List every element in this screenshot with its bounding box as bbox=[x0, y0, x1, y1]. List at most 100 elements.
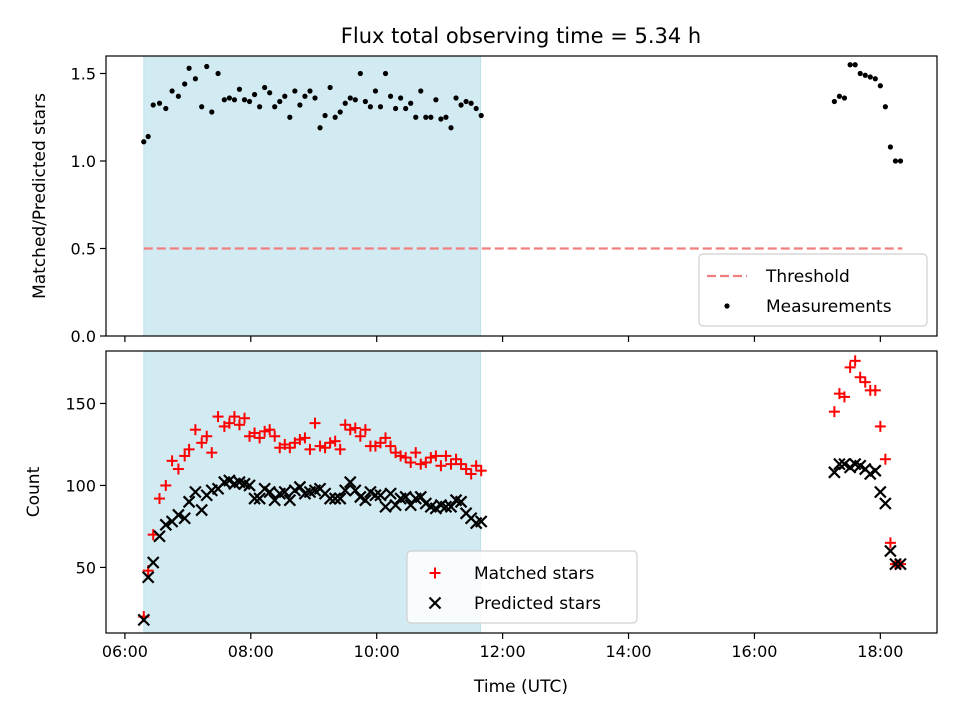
data-point bbox=[445, 458, 457, 470]
data-point bbox=[372, 88, 379, 94]
data-point bbox=[302, 93, 308, 99]
data-point bbox=[403, 105, 409, 112]
data-point bbox=[357, 70, 363, 77]
data-point bbox=[269, 430, 281, 442]
data-point bbox=[874, 420, 886, 432]
data-point bbox=[231, 97, 238, 103]
y-axis-label: Count bbox=[24, 466, 44, 517]
ratio-plot-area bbox=[141, 62, 904, 250]
data-point bbox=[352, 97, 358, 103]
y-tick-label: 50 bbox=[76, 558, 96, 577]
data-point bbox=[428, 114, 434, 120]
chart-title: Flux total observing time = 5.34 h bbox=[341, 24, 701, 48]
data-point bbox=[889, 557, 902, 571]
data-point bbox=[367, 104, 374, 110]
x-tick-label: 06:00 bbox=[102, 642, 148, 661]
data-point bbox=[354, 430, 366, 442]
data-point bbox=[166, 455, 178, 467]
data-point bbox=[874, 485, 887, 499]
data-point bbox=[253, 492, 266, 505]
data-point bbox=[382, 70, 389, 77]
data-point bbox=[239, 412, 250, 424]
data-point bbox=[894, 557, 907, 571]
data-point bbox=[178, 511, 191, 525]
y-tick-label: 1.5 bbox=[71, 65, 96, 84]
data-point bbox=[425, 452, 437, 464]
data-point bbox=[294, 434, 306, 446]
data-point bbox=[857, 70, 863, 77]
data-point bbox=[259, 425, 271, 437]
y-tick-label: 150 bbox=[65, 394, 96, 413]
data-point bbox=[312, 95, 318, 101]
data-point bbox=[385, 440, 397, 452]
data-point bbox=[292, 88, 298, 94]
data-point bbox=[175, 93, 181, 99]
legend-marker bbox=[724, 303, 730, 309]
data-point bbox=[359, 424, 371, 436]
data-point bbox=[460, 463, 472, 475]
legend-label: Matched stars bbox=[474, 564, 594, 584]
data-point bbox=[862, 72, 868, 78]
data-point bbox=[847, 62, 853, 68]
data-point bbox=[387, 93, 394, 99]
data-point bbox=[199, 104, 205, 110]
x-axis-label: Time (UTC) bbox=[473, 677, 568, 697]
data-point bbox=[879, 497, 892, 510]
data-point bbox=[146, 556, 160, 569]
data-point bbox=[254, 432, 266, 444]
data-point bbox=[884, 537, 896, 549]
data-point bbox=[324, 437, 336, 449]
data-point bbox=[233, 419, 245, 431]
data-point bbox=[212, 411, 224, 423]
data-point bbox=[337, 109, 343, 115]
data-point bbox=[362, 98, 368, 105]
legend-label: Threshold bbox=[765, 267, 850, 287]
data-point bbox=[859, 376, 871, 388]
data-point bbox=[349, 422, 361, 434]
data-point bbox=[172, 463, 184, 475]
data-point bbox=[838, 391, 850, 403]
data-point bbox=[380, 432, 392, 444]
data-point bbox=[241, 97, 248, 103]
data-point bbox=[887, 144, 894, 150]
data-point bbox=[433, 97, 439, 103]
data-point bbox=[836, 93, 843, 99]
y-tick-label: 1.0 bbox=[71, 152, 96, 171]
data-point bbox=[454, 495, 468, 509]
data-point bbox=[186, 65, 192, 71]
data-point bbox=[440, 450, 452, 462]
count-axes-frame bbox=[105, 350, 938, 634]
data-point bbox=[169, 88, 175, 94]
data-point bbox=[287, 114, 293, 120]
data-point bbox=[343, 475, 357, 489]
data-point bbox=[347, 95, 353, 101]
data-point bbox=[307, 88, 313, 94]
data-point bbox=[410, 447, 422, 459]
data-point bbox=[141, 139, 147, 145]
data-point bbox=[852, 62, 858, 68]
data-point bbox=[150, 102, 156, 108]
data-point bbox=[137, 613, 151, 627]
data-point bbox=[435, 460, 447, 472]
data-point bbox=[156, 100, 163, 106]
data-point bbox=[392, 105, 399, 112]
data-point bbox=[172, 508, 185, 522]
data-point bbox=[327, 84, 333, 91]
data-point bbox=[369, 489, 382, 502]
data-point bbox=[884, 544, 897, 558]
data-point bbox=[828, 406, 840, 418]
data-point bbox=[179, 450, 191, 462]
data-point bbox=[420, 456, 432, 468]
data-point bbox=[264, 424, 276, 436]
data-point bbox=[854, 371, 866, 383]
legend-box bbox=[406, 550, 638, 624]
data-point bbox=[299, 432, 311, 444]
data-point bbox=[882, 104, 888, 110]
data-point bbox=[448, 125, 454, 131]
y-tick-label: 0.5 bbox=[71, 240, 96, 259]
data-point bbox=[319, 442, 331, 454]
count-plot-area bbox=[137, 355, 907, 627]
data-point bbox=[160, 479, 172, 491]
data-point bbox=[163, 105, 169, 112]
